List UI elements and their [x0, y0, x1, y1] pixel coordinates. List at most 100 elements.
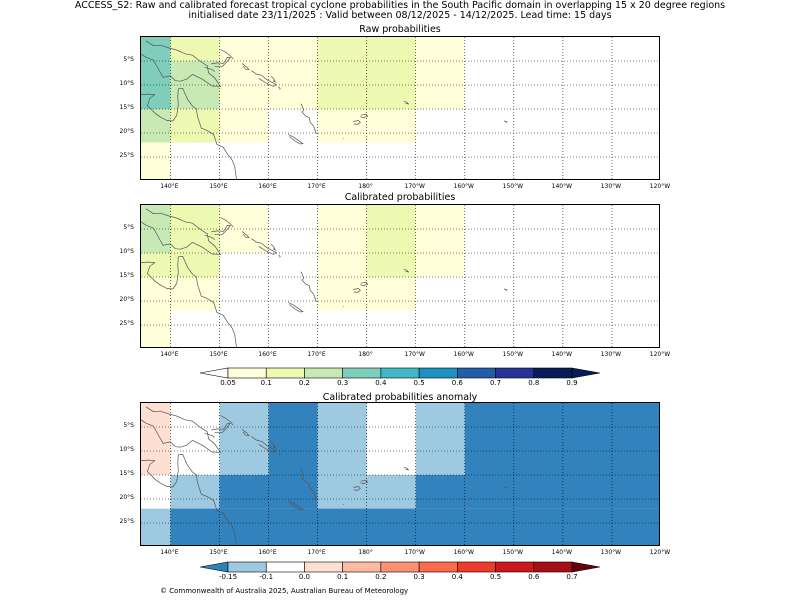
lon-label: 140°W: [551, 183, 573, 190]
colorbar-segment: [533, 367, 573, 379]
coastline: [241, 63, 250, 71]
colorbar-tick-label: 0.05: [220, 379, 236, 387]
coastline: [141, 256, 179, 290]
colorbar-segment: [418, 367, 458, 379]
probability-cell: [317, 403, 367, 475]
lat-label: 25°S: [119, 518, 134, 525]
lon-label: 160°E: [258, 183, 277, 190]
lat-label: 5°S: [123, 56, 134, 63]
coastline: [251, 238, 278, 255]
colorbar-segment: [265, 367, 305, 379]
lon-label: 150°W: [502, 183, 524, 190]
coastline: [353, 120, 361, 125]
colorbar-tick-label: -0.1: [259, 573, 274, 581]
panel-title-calibrated: Calibrated probabilities: [344, 192, 456, 203]
map-canvas: [141, 37, 659, 179]
figure-title-line2: initialised date 23/11/2025 : Valid betw…: [188, 10, 612, 21]
coastline: [278, 254, 281, 258]
probability-cell: [464, 403, 659, 475]
lon-label: 150°W: [502, 549, 524, 556]
lon-label: 170°W: [404, 351, 425, 358]
coastline: [360, 281, 369, 286]
coastline: [503, 120, 508, 124]
probability-cell: [317, 475, 416, 509]
lon-label: 120°W: [649, 351, 671, 358]
coastline: [353, 288, 361, 293]
colorbar-tick-label: -0.15: [218, 573, 238, 581]
colorbar-low-extend: [199, 367, 229, 379]
colorbar-segment: [380, 367, 420, 379]
coastline: [204, 234, 215, 240]
probability-cell: [415, 475, 659, 509]
probability-cell: [141, 403, 171, 475]
coastline: [211, 56, 232, 68]
lon-label: 150°W: [502, 351, 524, 358]
coastline: [211, 422, 232, 434]
probability-cell: [366, 205, 416, 277]
colorbar-segment: [304, 561, 343, 573]
coastline: [360, 113, 369, 118]
lat-label: 20°S: [119, 296, 134, 303]
copyright-footer: © Commonwealth of Australia 2025, Austra…: [160, 587, 409, 595]
coastline: [342, 138, 344, 140]
lon-label: 170°E: [307, 549, 326, 556]
lon-label: 160°W: [453, 351, 474, 358]
colorbar-high-extend: [571, 561, 601, 573]
coastline: [241, 429, 250, 437]
lon-label: 140°E: [160, 549, 179, 556]
colorbar-segment: [342, 367, 382, 379]
probability-cell: [141, 205, 171, 253]
colorbar-tick-label: 0.1: [260, 379, 272, 387]
map-canvas: [141, 205, 659, 347]
map-calibrated-probabilities: [140, 204, 660, 348]
coastline: [300, 103, 317, 135]
probability-cell: [317, 277, 416, 311]
probability-cell: [170, 508, 659, 545]
coastline: [175, 49, 222, 87]
lon-label: 150°E: [209, 549, 228, 556]
lon-label: 170°W: [404, 549, 425, 556]
probability-cell: [317, 205, 367, 277]
coastline: [403, 100, 410, 105]
coastline: [278, 86, 281, 90]
lon-label: 120°W: [649, 549, 671, 556]
probability-cell: [141, 61, 171, 109]
coastline: [342, 306, 344, 308]
colorbar-segment: [457, 561, 496, 573]
lon-label: 120°W: [649, 183, 671, 190]
colorbar-high-extend: [571, 367, 601, 379]
probability-cell: [141, 508, 171, 545]
coastline: [288, 500, 304, 511]
colorbar-tick-label: 0.8: [528, 379, 540, 387]
probability-cell: [141, 253, 171, 277]
probability-cell: [415, 205, 465, 277]
probability-cell: [219, 475, 318, 509]
coastline: [145, 40, 176, 50]
coastline: [353, 486, 361, 491]
coastline: [145, 406, 176, 416]
colorbar-low-extend: [199, 561, 229, 573]
lon-label: 140°E: [160, 183, 179, 190]
map-probability-anomaly: [140, 402, 660, 546]
colorbar-segment: [342, 561, 382, 573]
colorbar-tick-label: 0.3: [337, 379, 349, 387]
colorbar-tick-label: 0.2: [298, 379, 310, 387]
lon-label: 160°W: [453, 549, 474, 556]
probability-cell: [170, 475, 220, 509]
coastline: [211, 224, 232, 236]
coastline: [175, 217, 222, 255]
lat-label: 25°S: [119, 152, 134, 159]
probability-cell: [415, 37, 465, 109]
colorbar-tick-label: 0.6: [528, 573, 540, 581]
coastline: [145, 208, 176, 218]
lon-label: 150°E: [209, 351, 228, 358]
lat-label: 10°S: [119, 248, 134, 255]
coastline: [278, 452, 281, 456]
coastline: [220, 217, 234, 228]
lat-label: 25°S: [119, 320, 134, 327]
coastline: [178, 88, 237, 179]
map-raw-probabilities: [140, 36, 660, 180]
coastline: [241, 231, 250, 239]
probability-cell: [317, 109, 416, 143]
colorbar-tick-label: 0.5: [489, 573, 502, 581]
